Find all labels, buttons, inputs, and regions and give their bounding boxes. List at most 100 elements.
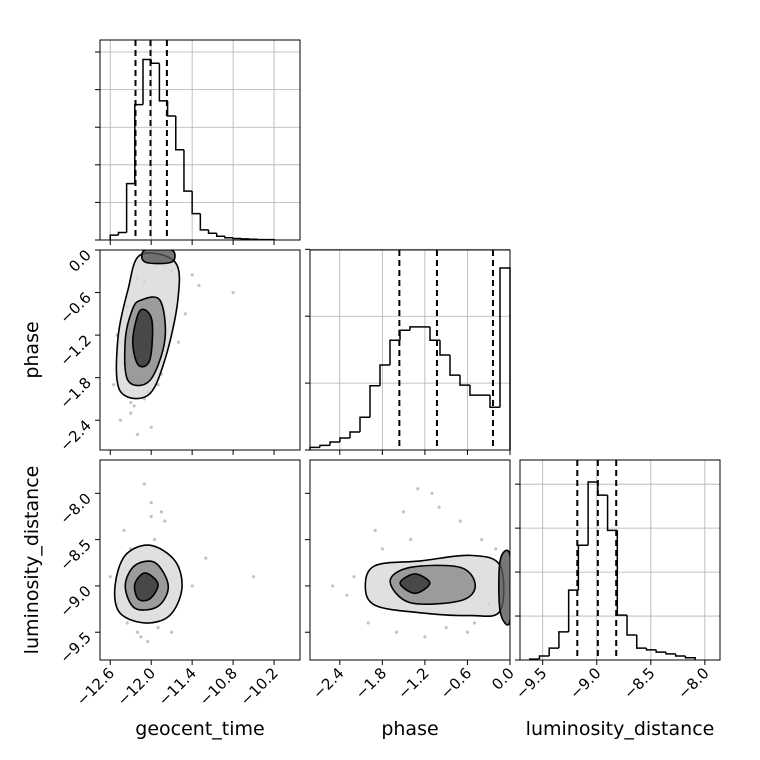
sample-point	[135, 630, 140, 634]
hist-bin	[577, 544, 589, 591]
sample-point	[458, 519, 462, 523]
hist-bin	[329, 441, 340, 446]
y-tick-label: −0.6	[56, 289, 94, 327]
y-tick-label: −9.0	[56, 582, 94, 620]
sample-point	[170, 630, 174, 634]
x-tick-label: −2.4	[309, 664, 347, 702]
sample-point	[118, 418, 123, 422]
hist-bin	[645, 648, 657, 651]
hist-bin	[459, 375, 470, 386]
axes-frame	[519, 459, 721, 661]
hist-bin	[684, 656, 696, 660]
hist-bin	[606, 495, 618, 532]
hist-bin	[389, 339, 400, 366]
hist-bin	[199, 213, 209, 231]
sample-point	[251, 575, 256, 579]
panel: 0.0 −0.6 −1.2 −1.8 −2.4 phase	[21, 246, 301, 455]
sample-point	[122, 528, 126, 532]
hist-bin	[626, 615, 637, 636]
sample-point	[373, 528, 377, 532]
sample-point	[125, 621, 129, 625]
panel: −9.5 −9.0 −8.5 −8.0 luminosity_distance	[512, 459, 721, 740]
contour	[498, 549, 510, 626]
hist-bin	[665, 652, 676, 655]
axes-frame	[309, 249, 511, 451]
x-axis-label: phase	[381, 718, 438, 740]
sample-point	[480, 538, 484, 542]
y-tick-label: −2.4	[56, 416, 94, 454]
sample-point	[135, 432, 140, 436]
sample-point	[197, 283, 201, 288]
sample-point	[149, 425, 153, 429]
sample-point	[153, 538, 157, 542]
hist-bin	[369, 385, 380, 418]
sample-point	[231, 290, 235, 295]
sample-point	[190, 584, 194, 588]
x-axis-label: luminosity_distance	[526, 718, 715, 740]
sample-point	[146, 639, 150, 644]
hist-bin	[567, 589, 579, 632]
hist-bin	[109, 234, 119, 240]
hist-bin	[439, 340, 450, 356]
sample-point	[129, 400, 133, 405]
hist-bin	[548, 647, 559, 657]
hist-bin	[150, 59, 160, 65]
hist-bin	[175, 115, 184, 151]
sample-point	[132, 404, 136, 408]
hist-bin	[489, 395, 500, 408]
sample-point	[204, 556, 208, 560]
sample-point	[108, 575, 112, 579]
sample-point	[472, 621, 477, 625]
hist-bin	[183, 149, 193, 192]
plot-area	[112, 250, 235, 436]
hist-bin	[215, 233, 225, 237]
y-tick-label: −1.2	[56, 331, 94, 369]
y-tick-label: 0.0	[65, 246, 95, 276]
sample-point	[402, 510, 406, 514]
hist-bin	[558, 631, 569, 649]
axes-frame	[99, 249, 301, 451]
sample-point	[142, 482, 146, 486]
hist-bin	[207, 229, 217, 234]
x-tick-label: −12.6	[73, 664, 118, 709]
sample-point	[176, 340, 181, 344]
hist-bin	[674, 653, 686, 657]
sample-point	[129, 411, 133, 415]
hist-bin	[655, 649, 666, 653]
x-tick-label: −10.8	[196, 664, 241, 709]
sample-point	[437, 505, 441, 509]
sample-point	[183, 312, 187, 316]
y-tick-label: −8.5	[56, 536, 94, 574]
hist-bin	[616, 530, 628, 616]
sample-point	[465, 630, 470, 634]
hist-bin	[142, 58, 152, 105]
plot-area	[108, 482, 256, 644]
hist-bin	[409, 326, 420, 331]
contour	[133, 572, 159, 602]
sample-point	[394, 630, 399, 634]
hist-bin	[224, 236, 234, 239]
sample-point	[112, 383, 116, 387]
sample-point	[159, 510, 164, 514]
sample-point	[139, 635, 143, 639]
hist-bin	[429, 326, 440, 342]
sample-point	[416, 487, 420, 491]
hist-bin	[158, 63, 168, 102]
hist-bin	[469, 385, 480, 396]
contour	[140, 250, 176, 265]
y-tick-label: −1.8	[56, 374, 94, 412]
sample-point	[149, 514, 153, 519]
plot-area	[331, 487, 510, 639]
sample-point	[494, 547, 498, 551]
x-tick-label: −9.0	[566, 664, 604, 702]
panel	[305, 248, 511, 455]
hist-bin	[349, 431, 360, 438]
axes-frame	[99, 459, 301, 661]
x-tick-label: −8.0	[674, 664, 712, 702]
sample-point	[444, 625, 448, 630]
panel	[95, 39, 301, 245]
hist-bin	[319, 444, 330, 448]
x-tick-label: −1.2	[394, 664, 432, 702]
hist-bin	[191, 191, 201, 215]
